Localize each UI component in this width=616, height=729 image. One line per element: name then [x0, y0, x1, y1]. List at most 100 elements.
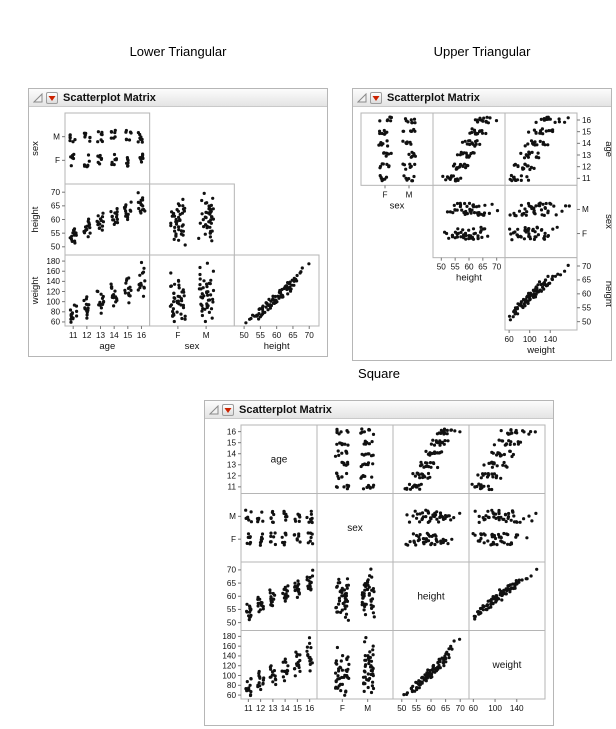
disclosure-button[interactable] [33, 92, 43, 103]
svg-text:11: 11 [244, 704, 253, 713]
report-panel-square: Scatterplot Matrix age sex height weight 11 1… [204, 400, 554, 726]
svg-text:sex: sex [390, 200, 405, 211]
caption-lower-triangular: Lower Triangular [129, 44, 227, 59]
svg-text:15: 15 [227, 438, 237, 447]
svg-text:65: 65 [478, 263, 488, 272]
svg-text:50: 50 [227, 618, 237, 627]
report-title: Scatterplot Matrix [63, 91, 156, 104]
disclosure-button[interactable] [209, 404, 219, 415]
svg-text:weight: weight [492, 660, 522, 671]
svg-text:60: 60 [51, 318, 61, 327]
svg-text:15: 15 [582, 127, 592, 136]
svg-text:65: 65 [51, 202, 61, 211]
svg-text:11: 11 [228, 483, 237, 492]
svg-text:13: 13 [227, 461, 237, 470]
svg-text:140: 140 [46, 277, 60, 286]
svg-text:age: age [271, 454, 288, 465]
svg-text:12: 12 [256, 704, 266, 713]
svg-text:sex: sex [347, 523, 363, 534]
svg-text:50: 50 [437, 263, 447, 272]
report-title: Scatterplot Matrix [387, 91, 480, 104]
svg-text:sex: sex [30, 141, 41, 156]
svg-text:height: height [456, 273, 482, 284]
svg-text:15: 15 [293, 704, 303, 713]
svg-text:70: 70 [305, 331, 315, 340]
svg-text:65: 65 [288, 331, 298, 340]
svg-text:height: height [264, 341, 290, 352]
svg-text:55: 55 [51, 229, 61, 238]
svg-text:14: 14 [227, 450, 237, 459]
svg-text:M: M [229, 512, 236, 521]
svg-text:120: 120 [46, 287, 60, 296]
report-titlebar: Scatterplot Matrix [205, 401, 553, 419]
report-titlebar: Scatterplot Matrix [353, 89, 611, 107]
svg-text:60: 60 [505, 335, 515, 344]
svg-text:100: 100 [488, 704, 502, 713]
svg-text:13: 13 [96, 331, 106, 340]
svg-text:height: height [30, 206, 41, 232]
disclosure-triangle-icon [357, 92, 367, 102]
svg-text:F: F [231, 535, 236, 544]
svg-text:180: 180 [222, 632, 236, 641]
svg-text:60: 60 [464, 263, 474, 272]
svg-text:60: 60 [469, 704, 479, 713]
svg-text:M: M [53, 132, 60, 141]
svg-text:55: 55 [256, 331, 266, 340]
svg-text:140: 140 [543, 335, 557, 344]
svg-text:15: 15 [123, 331, 133, 340]
svg-text:14: 14 [281, 704, 291, 713]
disclosure-triangle-icon [33, 92, 43, 102]
svg-text:age: age [603, 141, 611, 157]
svg-text:60: 60 [272, 331, 282, 340]
red-triangle-icon [224, 407, 232, 413]
report-titlebar: Scatterplot Matrix [29, 89, 327, 107]
svg-text:14: 14 [582, 139, 592, 148]
svg-text:13: 13 [582, 151, 592, 160]
svg-text:F: F [582, 229, 587, 238]
svg-text:M: M [582, 205, 589, 214]
scatterplot-matrix-square[interactable]: agesexheightweight111213141516FM50556065… [205, 419, 553, 725]
svg-text:13: 13 [268, 704, 278, 713]
svg-text:50: 50 [582, 317, 592, 326]
svg-text:16: 16 [137, 331, 147, 340]
svg-text:16: 16 [305, 704, 315, 713]
svg-text:14: 14 [110, 331, 120, 340]
svg-text:12: 12 [82, 331, 92, 340]
svg-text:80: 80 [227, 681, 237, 690]
svg-text:12: 12 [227, 472, 237, 481]
report-menu-button[interactable] [370, 91, 382, 104]
svg-text:160: 160 [222, 642, 236, 651]
svg-text:65: 65 [441, 704, 451, 713]
svg-text:height: height [603, 281, 611, 307]
svg-text:100: 100 [46, 297, 60, 306]
svg-text:70: 70 [582, 262, 592, 271]
caption-square: Square [358, 366, 400, 381]
svg-text:60: 60 [227, 691, 237, 700]
svg-text:11: 11 [582, 174, 591, 183]
disclosure-button[interactable] [357, 92, 367, 103]
svg-text:12: 12 [582, 162, 592, 171]
caption-upper-triangular: Upper Triangular [433, 44, 531, 59]
scatterplot-matrix-lower[interactable]: FMsex5055606570height6080100120140160180… [29, 107, 327, 356]
report-menu-button[interactable] [46, 91, 58, 104]
disclosure-triangle-icon [209, 404, 219, 414]
svg-text:65: 65 [227, 579, 237, 588]
svg-text:100: 100 [222, 671, 236, 680]
svg-text:weight: weight [30, 276, 41, 305]
svg-text:F: F [340, 704, 345, 713]
svg-text:sex: sex [603, 214, 611, 229]
report-title: Scatterplot Matrix [239, 403, 332, 416]
svg-text:60: 60 [582, 290, 592, 299]
svg-text:M: M [406, 190, 413, 199]
svg-text:70: 70 [227, 566, 237, 575]
report-menu-button[interactable] [222, 403, 234, 416]
svg-text:55: 55 [582, 304, 592, 313]
svg-text:55: 55 [451, 263, 461, 272]
svg-text:80: 80 [51, 308, 61, 317]
svg-text:M: M [364, 704, 371, 713]
